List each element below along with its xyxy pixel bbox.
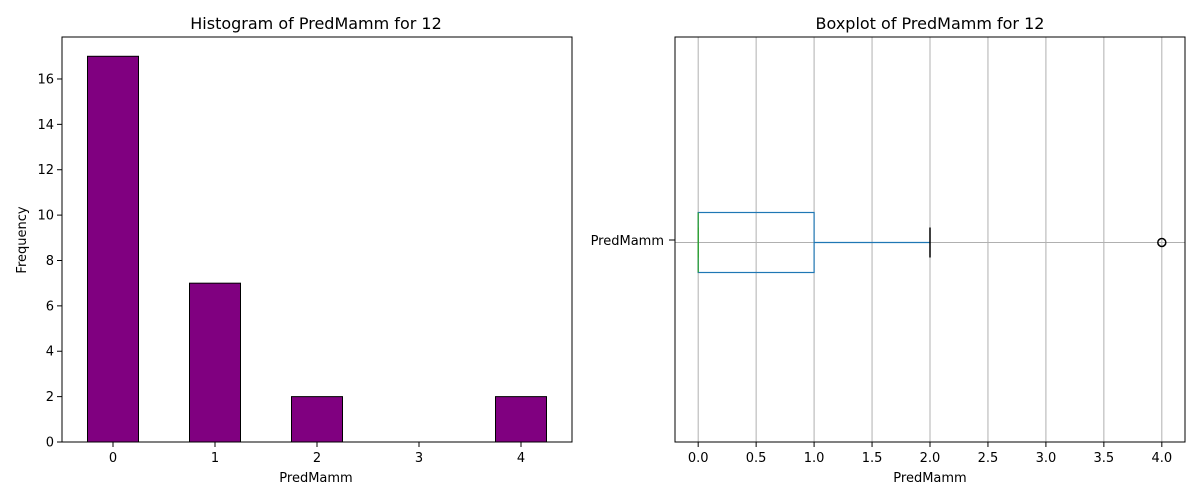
boxplot-x-tick-label: 4.0	[1151, 451, 1172, 466]
histogram-y-tick-label: 8	[46, 254, 54, 269]
boxplot-x-tick-label: 3.5	[1094, 451, 1115, 466]
boxplot-title: Boxplot of PredMamm for 12	[816, 14, 1045, 33]
histogram-bar	[291, 396, 343, 443]
histogram-x-tick-label: 4	[517, 451, 525, 466]
boxplot-category-label: PredMamm	[591, 234, 664, 249]
boxplot-grid	[675, 37, 1185, 442]
histogram-y-tick-label: 4	[46, 345, 54, 360]
boxplot-x-tick-label: 0.5	[746, 451, 767, 466]
boxplot-x-tick-label: 0.0	[688, 451, 709, 466]
boxplot-marks	[697, 211, 1167, 274]
histogram-y-tick-label: 14	[37, 118, 54, 133]
histogram-y-tick-label: 0	[46, 436, 54, 451]
histogram-bar	[189, 282, 241, 443]
boxplot-outlier	[1157, 237, 1167, 248]
histogram-x-tick-label: 0	[109, 451, 117, 466]
boxplot-x-tick-label: 3.0	[1036, 451, 1057, 466]
histogram-x-ticks: 0 1 2 3 4	[109, 442, 525, 466]
histogram-y-tick-label: 12	[37, 163, 54, 178]
histogram-y-tick-label: 6	[46, 299, 54, 314]
histogram-bar	[495, 396, 547, 443]
histogram-title: Histogram of PredMamm for 12	[190, 14, 442, 33]
boxplot-x-tick-label: 1.5	[862, 451, 883, 466]
boxplot-x-label: PredMamm	[893, 471, 966, 486]
histogram-y-tick-label: 10	[37, 209, 54, 224]
histogram-y-tick-label: 16	[37, 72, 54, 87]
histogram-x-label: PredMamm	[279, 471, 352, 486]
boxplot-panel: Boxplot of PredMamm for 12 0.0 0.5 1.0 1.5 2…	[591, 14, 1186, 486]
histogram-x-tick-label: 3	[415, 451, 423, 466]
boxplot-x-tick-label: 1.0	[804, 451, 825, 466]
histogram-panel: Histogram of PredMamm for 12 02468101214…	[15, 14, 573, 486]
histogram-y-ticks: 0 2 4 6 8 10 12 14 16	[37, 72, 62, 451]
histogram-bars	[87, 55, 547, 443]
histogram-y-label: Frequency	[15, 206, 30, 273]
histogram-axes-frame	[61, 36, 573, 443]
histogram-bar	[87, 55, 139, 443]
boxplot-x-tick-label: 2.0	[920, 451, 941, 466]
boxplot-x-tick-label: 2.5	[978, 451, 999, 466]
histogram-x-tick-label: 2	[313, 451, 321, 466]
boxplot-x-ticks: 0.0 0.5 1.0 1.5 2.0 2.5 3.0 3.5 4.0	[688, 442, 1172, 466]
histogram-x-tick-label: 1	[211, 451, 219, 466]
histogram-y-tick-label: 2	[46, 390, 54, 405]
